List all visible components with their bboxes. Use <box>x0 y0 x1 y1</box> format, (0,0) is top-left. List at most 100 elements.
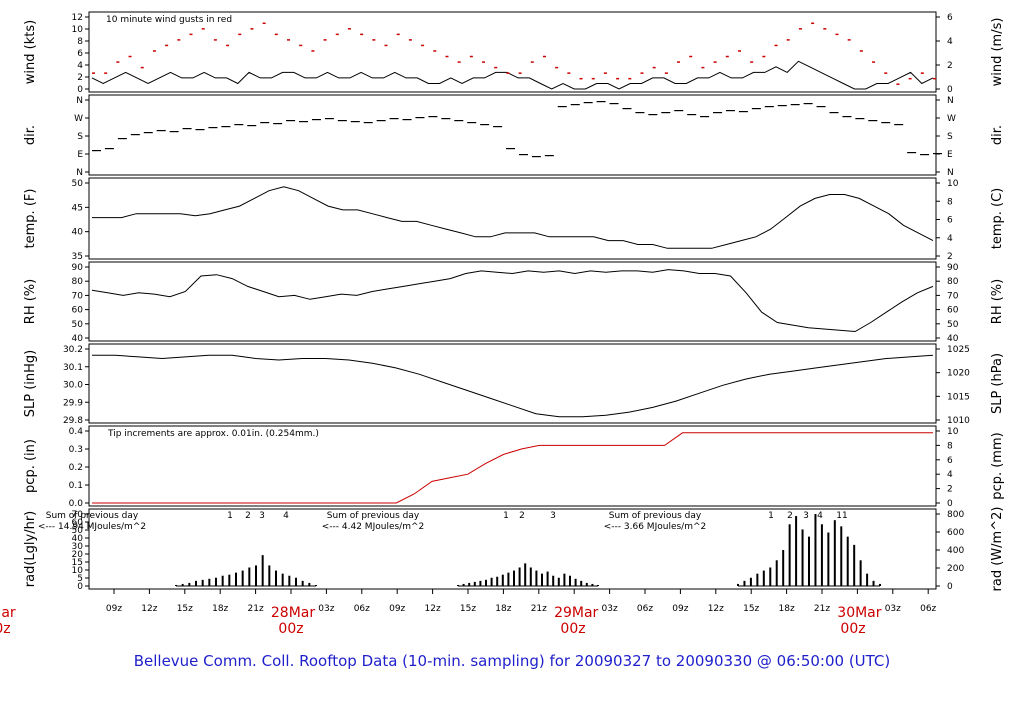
rad-bar <box>879 583 881 586</box>
rad-bar <box>175 584 177 586</box>
ylabel-left-temp: temp. (F) <box>23 189 38 249</box>
dir-point <box>208 127 218 129</box>
gust-point <box>908 77 912 80</box>
dir-point <box>661 112 671 114</box>
gust-point <box>482 61 486 63</box>
dir-point <box>790 104 800 106</box>
rad-bar <box>524 563 527 586</box>
rad-bar <box>261 555 264 586</box>
rad-bar <box>585 582 588 586</box>
dir-point <box>751 108 761 110</box>
left-tick-label-rh: 50 <box>72 320 84 330</box>
left-tick-label-pcp: 0.2 <box>69 463 83 473</box>
rad-bar <box>801 529 804 586</box>
time-tick-label: 21z <box>814 604 830 614</box>
gust-point <box>811 22 815 25</box>
panel-frame-slp <box>88 343 937 424</box>
right-tick-label-temp: 4 <box>947 234 953 244</box>
left-tick-label-wind: 8 <box>77 37 83 47</box>
left-tick-label-dir: N <box>76 168 83 178</box>
dir-point <box>92 150 101 152</box>
gust-point <box>140 66 144 69</box>
rad-bar <box>846 536 849 586</box>
gust-point <box>506 72 510 74</box>
series-line-slp <box>92 354 934 418</box>
right-tick-label-pcp: 6 <box>947 456 953 466</box>
panel-frame-wind <box>88 11 937 93</box>
rad-bar <box>188 582 191 586</box>
time-tick-label: 18z <box>779 604 795 614</box>
left-tick-label-rad: 15 <box>72 558 83 568</box>
series-line-wind <box>91 60 934 90</box>
time-tick-label: 06z <box>637 604 653 614</box>
left-tick-label-rad: 40 <box>72 534 84 544</box>
dir-point <box>143 132 153 134</box>
ylabel-right-rh: RH (%) <box>990 279 1005 324</box>
dir-point <box>117 138 127 140</box>
gust-point <box>640 72 644 74</box>
rad-bar <box>518 567 521 586</box>
time-tick-label: 21z <box>531 604 547 614</box>
gust-point <box>226 44 230 47</box>
dir-point <box>920 154 930 156</box>
rad-bar <box>308 582 311 586</box>
time-tick-label: 15z <box>460 604 476 614</box>
right-tick-label-rh: 80 <box>947 277 959 287</box>
gust-point <box>323 39 327 41</box>
dir-point <box>816 106 826 108</box>
left-tick-label-rad: 10 <box>72 566 84 576</box>
gust-point <box>518 72 522 74</box>
rad-bar <box>814 514 817 586</box>
dir-point <box>829 112 839 114</box>
rad-bar <box>208 578 211 586</box>
right-tick-label-wind: 4 <box>947 37 953 47</box>
series-line-rh <box>91 269 934 333</box>
left-tick-label-pcp: 0.0 <box>69 499 84 509</box>
dir-point <box>648 114 658 116</box>
gust-point <box>567 72 571 74</box>
right-tick-label-rh: 90 <box>947 263 959 273</box>
left-tick-label-rad: 20 <box>72 550 84 560</box>
gust-point <box>786 39 790 41</box>
dir-point <box>557 106 567 108</box>
dir-point <box>311 119 321 121</box>
left-tick-label-wind: 0 <box>77 85 83 95</box>
time-day-hour: 00z <box>278 621 303 637</box>
ylabel-left-rad: rad(Lgly/hr) <box>23 511 38 587</box>
rad-bar <box>281 573 284 586</box>
rad-bar <box>557 577 560 586</box>
gust-point <box>213 39 217 41</box>
rad-note-marker: 3 <box>259 511 265 521</box>
gust-point <box>287 39 291 41</box>
gust-point <box>603 72 607 74</box>
right-tick-label-rad: 400 <box>947 546 964 556</box>
gust-point <box>128 55 132 58</box>
gust-point <box>652 66 656 69</box>
gust-point <box>701 66 705 69</box>
dir-point <box>441 118 451 120</box>
gust-point <box>116 61 120 63</box>
right-tick-label-wind: 6 <box>947 13 953 23</box>
dir-point <box>933 153 942 155</box>
dir-point <box>764 106 774 108</box>
gust-point <box>628 77 632 80</box>
panel-annotation-wind: 10 minute wind gusts in red <box>106 15 232 25</box>
rad-bar <box>479 580 482 586</box>
left-tick-label-temp: 35 <box>72 252 83 262</box>
rad-note-marker: 3 <box>550 511 556 521</box>
dir-point <box>337 120 347 122</box>
rad-note-line1: Sum of previous day <box>46 511 139 521</box>
gust-point <box>677 61 681 63</box>
rad-bar <box>788 524 791 586</box>
dir-point <box>273 123 283 125</box>
ylabel-right-temp: temp. (C) <box>990 188 1005 250</box>
panel-frame-pcp <box>88 425 937 507</box>
ylabel-right-wind: wind (m/s) <box>990 18 1005 87</box>
gust-point <box>530 61 534 63</box>
gust-point <box>847 39 851 41</box>
rad-bar <box>228 574 231 586</box>
gust-point <box>469 55 473 58</box>
right-tick-label-slp: 1010 <box>947 416 970 426</box>
rad-bar <box>496 576 499 586</box>
dir-point <box>350 121 360 123</box>
